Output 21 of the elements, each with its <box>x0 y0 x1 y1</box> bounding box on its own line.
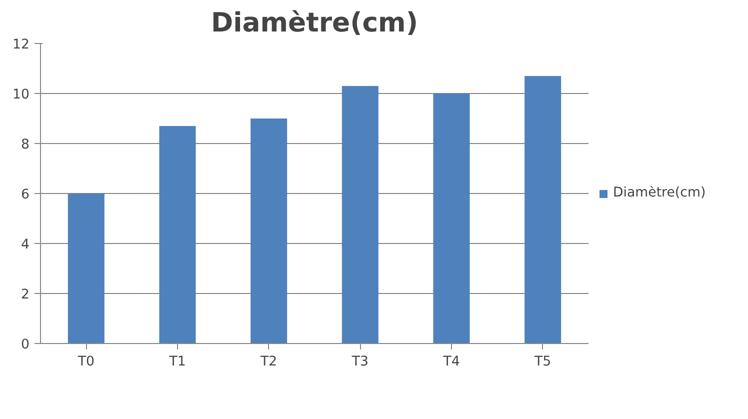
y-tick-label: 10 <box>12 88 30 102</box>
y-tick-label: 6 <box>21 188 30 202</box>
x-tick-label: T2 <box>260 354 278 370</box>
y-tick-label: 4 <box>21 238 30 252</box>
bar <box>342 86 378 344</box>
y-tick-label: 2 <box>21 288 30 302</box>
y-tick-label: 8 <box>21 138 30 152</box>
x-tick-label: T4 <box>442 354 460 370</box>
bar <box>433 94 470 344</box>
x-tick-label: T3 <box>350 354 368 370</box>
bar <box>524 76 562 344</box>
chart-title: Diamètre(cm) <box>210 8 418 38</box>
legend-label: Diamètre(cm) <box>613 186 706 200</box>
bar <box>250 118 288 344</box>
bar <box>68 194 104 344</box>
bar <box>159 126 196 344</box>
x-tick-label: T1 <box>168 354 186 370</box>
y-tick-label: 12 <box>12 38 30 52</box>
y-tick-label: 0 <box>21 338 30 352</box>
x-tick-label: T5 <box>534 354 552 370</box>
x-tick-label: T0 <box>76 354 94 370</box>
